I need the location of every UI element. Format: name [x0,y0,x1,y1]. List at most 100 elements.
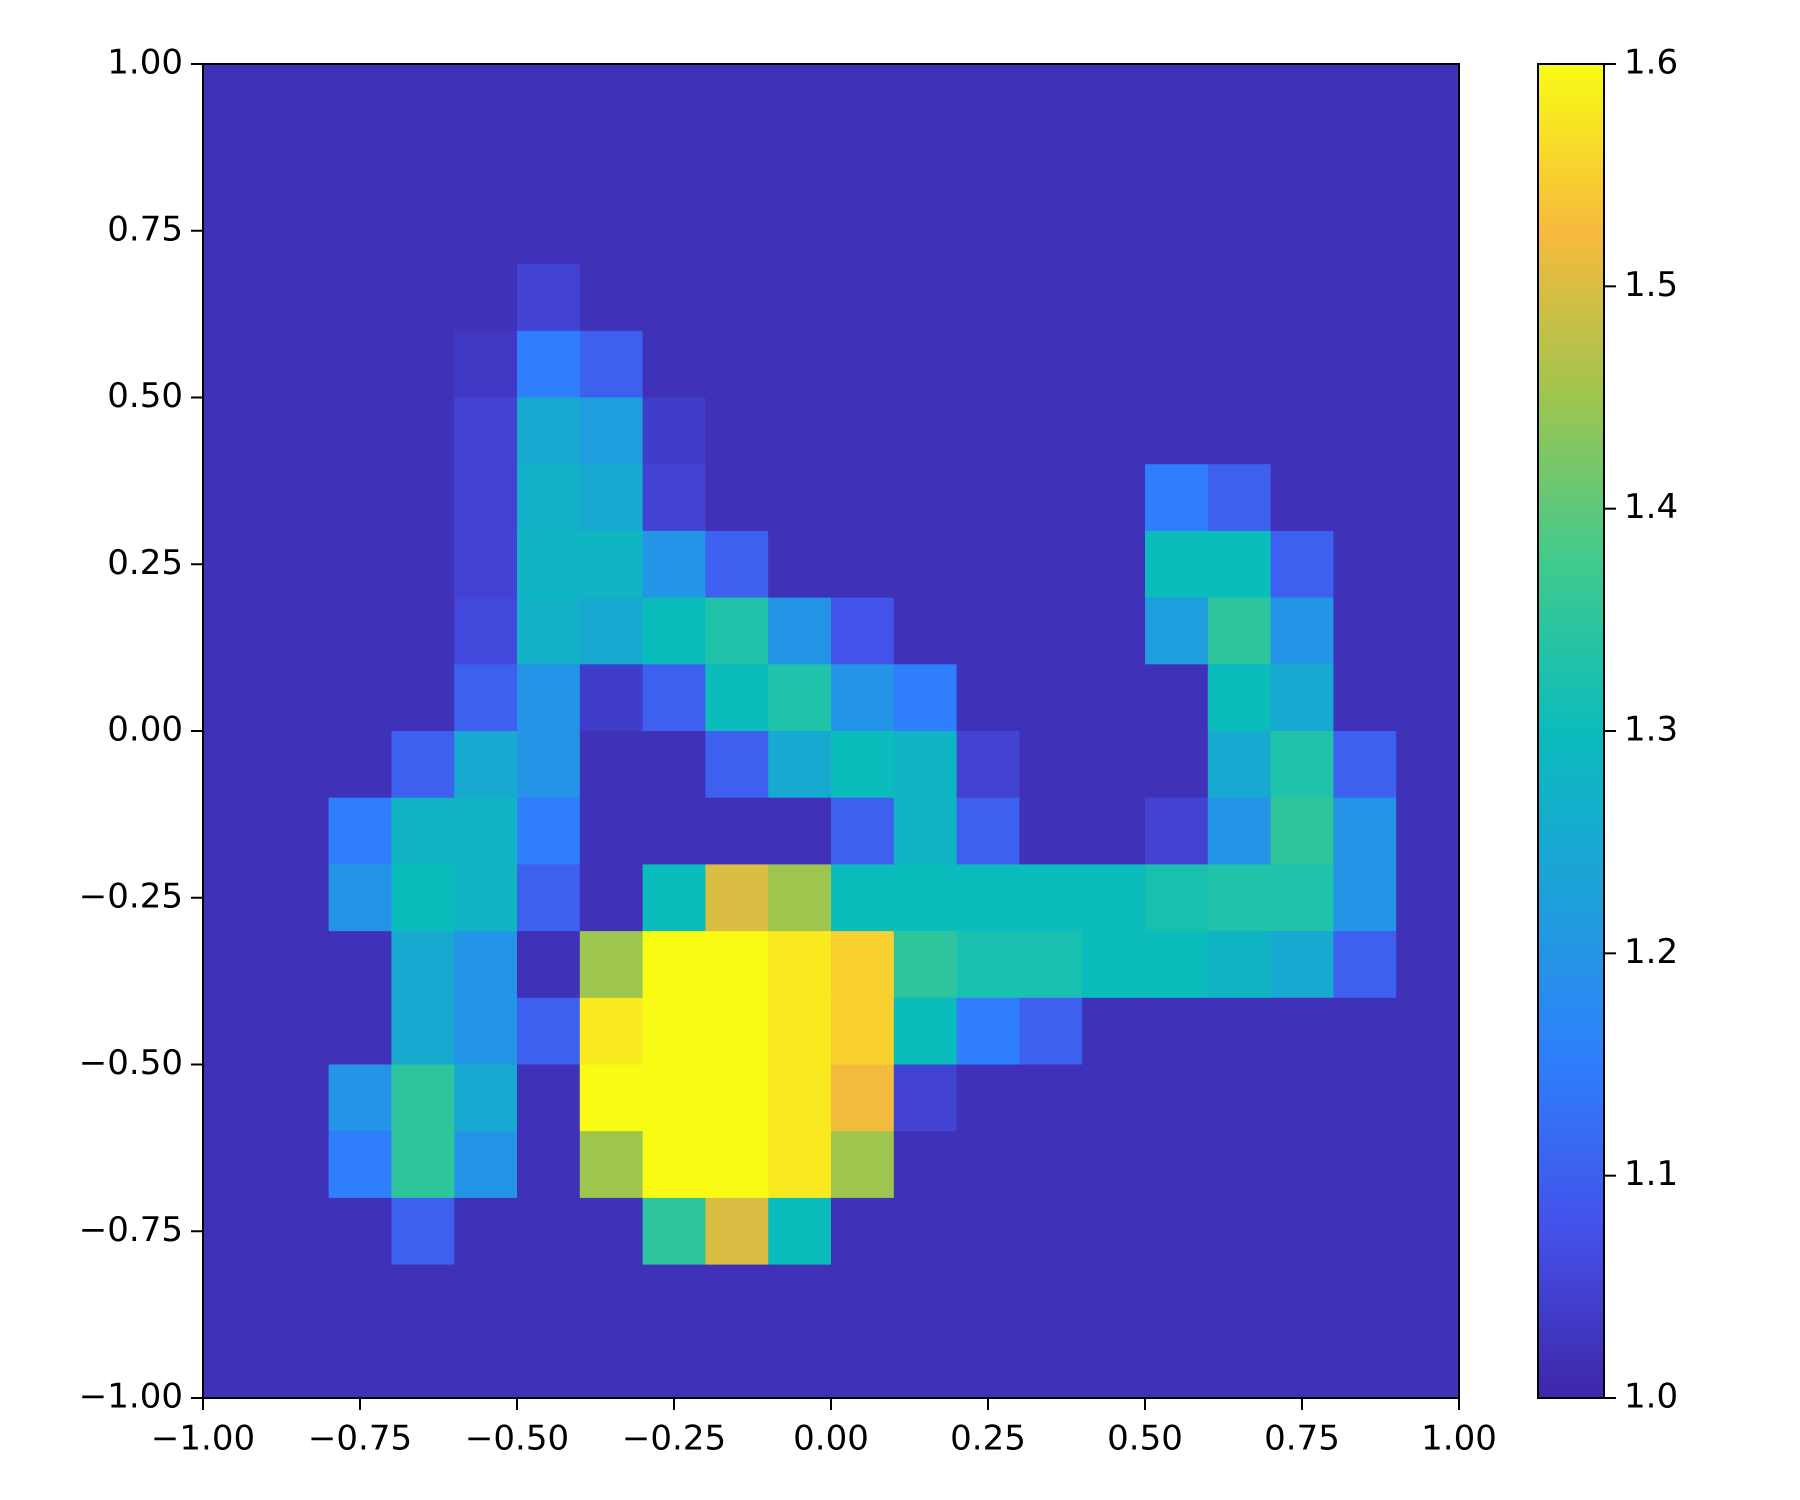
heatmap-cell [265,1197,330,1266]
heatmap-cell [328,464,392,532]
heatmap-cell [579,797,644,865]
heatmap-cell [1396,264,1460,332]
x-tick-label: 0.25 [950,1419,1026,1459]
heatmap-cell [203,597,267,665]
heatmap-cell [265,864,330,932]
heatmap-cell [1270,864,1334,932]
heatmap-cell [454,597,518,665]
heatmap-cell [265,1331,330,1399]
heatmap-cell [391,997,455,1065]
heatmap-cell [391,597,455,665]
heatmap-cell [956,931,1020,999]
heatmap-cell [1082,64,1146,132]
heatmap-cell [454,197,518,265]
heatmap-cell [1145,1131,1209,1199]
heatmap-cell [391,931,455,999]
heatmap-cell [1396,1131,1460,1199]
heatmap-cell [642,197,706,265]
heatmap-cell [328,130,392,198]
heatmap-cell [579,264,644,332]
heatmap-cell [1207,864,1272,932]
heatmap-cell [517,464,581,532]
heatmap-cell [1019,597,1083,665]
heatmap-cell [956,731,1020,799]
heatmap-cell [1270,264,1334,332]
heatmap-cell [893,397,958,465]
heatmap-cell [831,530,895,599]
heatmap-cell [956,864,1020,932]
heatmap-cell [768,1197,832,1266]
heatmap-cell [454,931,518,999]
heatmap-cell [1396,1064,1460,1132]
heatmap-cell [1333,997,1397,1065]
heatmap-cell [642,464,706,532]
heatmap-cell [517,1064,581,1132]
heatmap-cell [893,1131,958,1199]
heatmap-cell [203,330,267,398]
heatmap-cell [1082,1197,1146,1266]
heatmap-cell [328,330,392,398]
heatmap-cell [831,1264,895,1332]
heatmap-cell [579,864,644,932]
y-tick-label: −0.50 [79,1043,183,1083]
y-tick-label: −0.25 [79,876,183,916]
heatmap-cell [956,597,1020,665]
heatmap-cell [1333,130,1397,198]
heatmap-cell [1019,130,1083,198]
heatmap-cell [1333,1131,1397,1199]
heatmap-cell [579,330,644,398]
heatmap-cell [705,330,769,398]
heatmap-cell [454,1131,518,1199]
heatmap-cell [1019,864,1083,932]
heatmap-cell [1270,931,1334,999]
heatmap-cell [1082,1064,1146,1132]
heatmap-cell [391,530,455,599]
heatmap-cell [517,1331,581,1399]
heatmap-cell [705,530,769,599]
heatmap-cell [1019,931,1083,999]
heatmap-cell [1145,264,1209,332]
heatmap-cell [1207,1331,1272,1399]
heatmap-cell [1396,664,1460,732]
heatmap-cell [391,330,455,398]
heatmap-cell [454,1197,518,1266]
heatmap-cell [328,997,392,1065]
heatmap-cell [517,1131,581,1199]
heatmap-cell [1207,597,1272,665]
heatmap-cell [1207,1264,1272,1332]
heatmap-cell [1270,731,1334,799]
heatmap-cell [391,864,455,932]
heatmap-cell [893,64,958,132]
heatmap-cell [893,130,958,198]
heatmap-cell [454,1064,518,1132]
heatmap-cell [265,330,330,398]
heatmap-cell [265,1064,330,1132]
heatmap-cell [1019,397,1083,465]
heatmap-cell [1082,1131,1146,1199]
heatmap-cell [579,931,644,999]
heatmap-cell [265,1264,330,1332]
heatmap-cell [642,1131,706,1199]
heatmap-cell [391,464,455,532]
heatmap-cell [1333,64,1397,132]
heatmap-cell [1207,664,1272,732]
colorbar-tick-label: 1.2 [1624,932,1678,972]
heatmap-cell [768,664,832,732]
heatmap-cell [831,797,895,865]
heatmap-cell [579,197,644,265]
y-tick-label: 0.50 [107,376,183,416]
heatmap-cell [517,664,581,732]
heatmap-cell [517,1264,581,1332]
heatmap-cell [517,731,581,799]
heatmap-cell [517,197,581,265]
heatmap-cell [1145,464,1209,532]
y-tick-label: −1.00 [79,1377,183,1417]
heatmap-cell [642,864,706,932]
heatmap-cell [1396,64,1460,132]
heatmap-cell [1207,1064,1272,1132]
heatmap-cell [642,330,706,398]
heatmap-cell [893,931,958,999]
heatmap-cell [956,197,1020,265]
heatmap-cell [831,864,895,932]
heatmap-cell [1207,997,1272,1065]
